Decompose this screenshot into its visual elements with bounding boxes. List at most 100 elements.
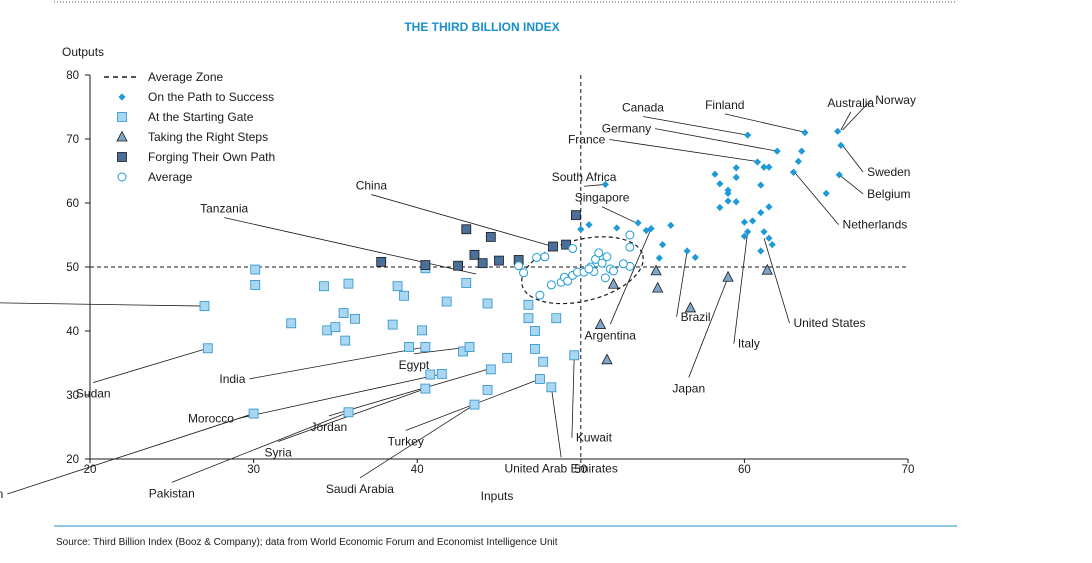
diamond-point-33 (757, 247, 765, 255)
square-point-6 (319, 281, 329, 292)
y-axis-title: Outputs (62, 45, 104, 59)
diamond-point-41 (801, 129, 809, 137)
leader-argentina (609, 228, 652, 325)
label-india: India (219, 372, 245, 386)
diamond-point-13 (716, 180, 724, 188)
diamond-point-16 (732, 173, 740, 181)
label-syria: Syria (264, 445, 292, 459)
leader-italy (733, 231, 749, 344)
label-belgium: Belgium (867, 187, 910, 201)
diamond-point-26 (765, 203, 773, 211)
leader-australia (840, 111, 852, 131)
circle-point-21 (600, 273, 610, 283)
legend-label-darksquare: Forging Their Own Path (148, 150, 275, 164)
square-point-2 (250, 264, 261, 275)
x-tick-label-50: 50 (574, 464, 587, 476)
leader-jordan (328, 369, 488, 417)
darksquare-point-0 (376, 256, 387, 267)
leader-norway (842, 99, 872, 131)
legend-diamond-marker (118, 93, 126, 101)
average-zone (90, 75, 908, 459)
legend-square-marker (117, 112, 127, 122)
diamond-point-43 (837, 141, 845, 149)
darksquare-point-3 (461, 224, 472, 235)
triangle-point-7 (761, 263, 773, 275)
label-united-states: United States (793, 316, 865, 330)
label-egypt: Egypt (399, 358, 430, 372)
diamond-point-36 (789, 168, 798, 176)
diamond-point-24 (740, 232, 748, 240)
label-saudi-arabia: Saudi Arabia (326, 482, 394, 496)
triangle-point-1 (607, 277, 620, 289)
leader-china (371, 194, 554, 247)
circle-point-16 (597, 258, 607, 268)
leader-morocco (237, 373, 442, 419)
square-point-41 (343, 407, 354, 418)
leader-tanzania (224, 217, 477, 275)
leader-india (249, 346, 426, 380)
leader-germany (655, 128, 778, 152)
darksquare-point-7 (494, 255, 504, 266)
square-point-36 (538, 356, 549, 367)
label-sudan: Sudan (76, 387, 111, 401)
label-pakistan: Pakistan (149, 486, 195, 500)
diamond-point-7 (659, 241, 667, 249)
square-point-1 (202, 343, 213, 354)
diamond-point-23 (744, 228, 752, 236)
diamond-point-8 (667, 221, 675, 229)
source-note: Source: Third Billion Index (Booz & Comp… (56, 537, 558, 548)
triangle-point-3 (650, 264, 662, 276)
square-point-20 (425, 369, 436, 380)
leader-singapore (601, 206, 635, 223)
x-tick-label-40: 40 (411, 464, 424, 476)
label-kuwait: Kuwait (576, 431, 613, 445)
diamond-point-12 (711, 170, 719, 178)
legend-circle-marker (117, 172, 127, 182)
circle-point-23 (625, 242, 635, 252)
callout-leader-lines (0, 99, 872, 495)
diamond-point-22 (748, 217, 757, 225)
circle-point-25 (618, 259, 628, 269)
square-point-22 (436, 368, 447, 379)
circle-point-20 (584, 264, 594, 274)
leader-canada (642, 116, 748, 136)
square-point-17 (417, 325, 428, 336)
diamond-point-10 (683, 247, 691, 255)
diamond-point-40 (744, 131, 752, 139)
diamond-point-15 (732, 164, 740, 172)
square-point-8 (330, 322, 341, 333)
square-point-26 (461, 278, 472, 288)
diamond-point-11 (691, 253, 699, 261)
darksquare-point-11 (570, 210, 581, 221)
leader-finland (724, 113, 807, 133)
diamond-point-29 (760, 163, 768, 171)
label-tanzania: Tanzania (200, 202, 248, 216)
label-south-africa: South Africa (552, 170, 617, 184)
diamond-point-6 (642, 226, 650, 235)
legend-label-circle: Average (148, 170, 193, 184)
leader-pakistan (171, 411, 349, 483)
diamond-point-31 (768, 241, 776, 249)
label-canada: Canada (622, 100, 664, 114)
square-point-14 (392, 281, 403, 292)
leader-sudan (93, 347, 208, 383)
diamond-point-34 (760, 228, 768, 236)
legend-darksquare-marker (117, 152, 127, 162)
leader-united-states (763, 238, 790, 324)
leader-sweden (842, 145, 864, 173)
square-point-4 (248, 408, 259, 419)
leader-japan (688, 277, 729, 378)
leader-chad (0, 302, 205, 307)
diamond-point-1 (577, 225, 585, 233)
square-point-31 (502, 352, 513, 363)
y-tick-label-80: 80 (66, 70, 79, 82)
diamond-point-2 (585, 221, 593, 229)
label-morocco: Morocco (188, 412, 234, 426)
circle-point-3 (540, 252, 550, 262)
label-china: China (356, 179, 388, 193)
label-sweden: Sweden (867, 165, 910, 179)
label-germany: Germany (602, 122, 651, 136)
axis-ticks: 20 30 40 50 60 70 80 20 30 40 50 60 70 (66, 70, 914, 476)
triangle-point-0 (594, 318, 607, 330)
